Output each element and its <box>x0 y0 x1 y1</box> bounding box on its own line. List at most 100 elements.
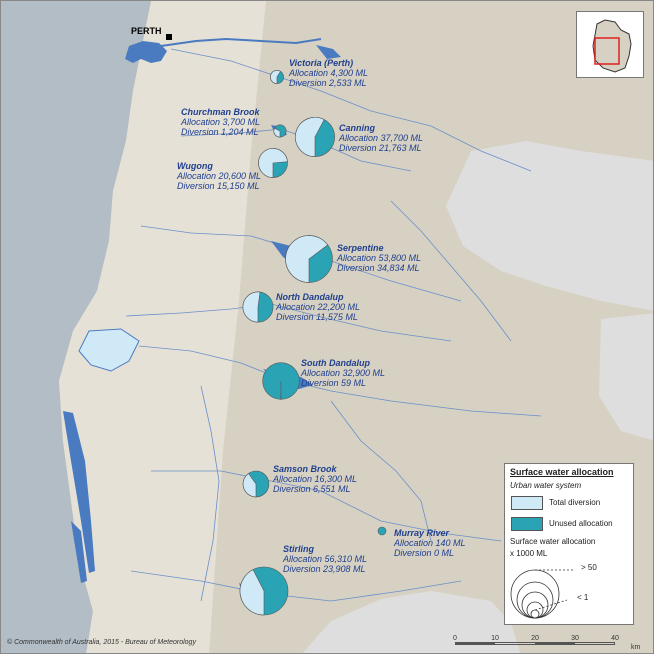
pie-diversion-canning <box>295 117 325 157</box>
grey-region-south <box>302 591 521 653</box>
site-label-south-dandalup: South Dandalup Allocation 32,900 ML Divers… <box>301 358 385 388</box>
site-name: North Dandalup <box>276 292 344 302</box>
swan-river <box>125 41 167 63</box>
site-label-canning: Canning Allocation 37,700 ML Diversion 21,… <box>339 123 423 153</box>
site-name: Serpentine <box>337 243 384 253</box>
legend-min-label: < 1 <box>577 593 589 602</box>
legend-circle-large <box>516 581 554 619</box>
coastal-lake-south <box>71 521 87 583</box>
pie-diversion-churchman-brook <box>273 127 281 138</box>
perth-marker <box>166 34 172 40</box>
pie-diversion-north-dandalup <box>242 291 261 323</box>
legend-size-title: Surface water allocation <box>510 537 596 546</box>
site-label-samson-brook: Samson Brook Allocation 16,300 ML Diversio… <box>273 464 357 494</box>
site-allocation: Allocation 32,900 ML <box>301 368 386 378</box>
pie-north-dandalup[interactable] <box>242 291 274 323</box>
legend-max-label: > 50 <box>581 563 597 572</box>
pie-diversion-serpentine <box>285 235 329 283</box>
peel-inlet <box>78 328 140 372</box>
copyright-notice: © Commonwealth of Australia, 2015 - Bure… <box>7 639 196 646</box>
site-diversion: Diversion 15,150 ML <box>177 181 260 191</box>
pie-diversion-wugong <box>258 148 288 178</box>
legend-circle-min <box>530 609 540 619</box>
pie-stirling[interactable] <box>239 566 289 616</box>
coastal-plain <box>59 1 266 653</box>
scale-tick: 40 <box>611 635 619 642</box>
pie-canning[interactable] <box>295 117 335 157</box>
site-diversion: Diversion 34,834 ML <box>337 263 420 273</box>
site-name: Canning <box>339 123 375 133</box>
pie-diversion-samson-brook <box>242 473 257 498</box>
site-allocation: Allocation 140 ML <box>394 538 466 548</box>
site-diversion: Diversion 0 ML <box>394 548 455 558</box>
site-label-serpentine: Serpentine Allocation 53,800 ML Diversion … <box>337 243 421 273</box>
site-diversion: Diversion 11,575 ML <box>276 312 358 322</box>
legend-label-total-diversion: Total diversion <box>549 498 601 507</box>
legend-label-unused-allocation: Unused allocation <box>549 519 613 528</box>
pie-murray-river[interactable] <box>377 526 387 536</box>
inset-extent-box <box>594 37 620 65</box>
site-diversion: Diversion 2,533 ML <box>289 78 367 88</box>
site-diversion: Diversion 1,204 ML <box>181 127 259 137</box>
site-diversion: Diversion 21,763 ML <box>339 143 422 153</box>
grey-region-east-lower <box>599 313 653 441</box>
pie-victoria-perth[interactable] <box>270 70 284 84</box>
scale-bar: 0 10 20 30 40 km <box>453 635 640 653</box>
pie-unused-murray-river <box>377 526 387 536</box>
legend-swatch-unused-allocation <box>511 517 543 531</box>
site-label-north-dandalup: North Dandalup Allocation 22,200 ML Divers… <box>276 292 360 322</box>
inset-locator-map <box>576 11 644 78</box>
site-allocation: Allocation 16,300 ML <box>273 474 358 484</box>
site-label-stirling: Stirling Allocation 56,310 ML Diversion 23… <box>283 544 367 574</box>
site-name: Wugong <box>177 161 213 171</box>
grey-region-east <box>446 141 653 311</box>
site-allocation: Allocation 37,700 ML <box>339 133 424 143</box>
coastal-lakes <box>63 411 95 573</box>
site-name: South Dandalup <box>301 358 370 368</box>
site-name: Murray River <box>394 528 450 538</box>
scale-tick: 0 <box>453 635 457 642</box>
pie-serpentine[interactable] <box>285 235 333 283</box>
legend-size-circles <box>510 569 575 619</box>
pie-diversion-stirling <box>239 569 265 616</box>
pie-diversion-victoria-perth <box>270 70 281 84</box>
scale-segment-1 <box>455 642 495 645</box>
legend-subtitle: Urban water system <box>510 481 582 490</box>
site-name: Victoria (Perth) <box>289 58 354 68</box>
site-label-churchman-brook: Churchman Brook Allocation 3,700 ML Divers… <box>181 107 260 137</box>
legend-circle-mid <box>521 591 549 619</box>
site-name: Stirling <box>283 544 314 554</box>
city-label-perth: PERTH <box>131 26 162 36</box>
scale-tick: 30 <box>571 635 579 642</box>
scale-unit: km <box>631 644 641 651</box>
legend-title: Surface water allocation <box>510 467 614 477</box>
site-name: Samson Brook <box>273 464 337 474</box>
legend-leader-min <box>534 599 568 611</box>
site-diversion: Diversion 59 ML <box>301 378 367 388</box>
legend-swatch-total-diversion <box>511 496 543 510</box>
scale-tick: 10 <box>491 635 499 642</box>
scale-tick: 20 <box>531 635 539 642</box>
pie-south-dandalup[interactable] <box>262 362 300 400</box>
site-label-murray-river: Murray River Allocation 140 ML Diversion 0… <box>394 528 466 558</box>
swan-river-upper <box>160 37 322 47</box>
site-label-victoria-perth: Victoria (Perth) Allocation 4,300 ML Diver… <box>289 58 368 88</box>
allocation-pies <box>239 70 387 616</box>
pie-wugong[interactable] <box>258 148 288 178</box>
scale-outline <box>455 642 615 645</box>
site-label-wugong: Wugong Allocation 20,600 ML Diversion 15,1… <box>177 161 261 191</box>
scale-segment-3 <box>535 642 575 645</box>
site-allocation: Allocation 53,800 ML <box>337 253 422 263</box>
pie-samson-brook[interactable] <box>242 470 270 498</box>
inset-svg <box>592 19 632 73</box>
site-diversion: Diversion 23,908 ML <box>283 564 366 574</box>
pie-churchman-brook[interactable] <box>273 124 287 138</box>
site-diversion: Diversion 6,551 ML <box>273 484 351 494</box>
site-allocation: Allocation 56,310 ML <box>283 554 368 564</box>
site-allocation: Allocation 4,300 ML <box>289 68 369 78</box>
site-allocation: Allocation 20,600 ML <box>177 171 262 181</box>
site-allocation: Allocation 3,700 ML <box>181 117 261 127</box>
map-legend: Surface water allocation Urban water sys… <box>504 463 634 625</box>
